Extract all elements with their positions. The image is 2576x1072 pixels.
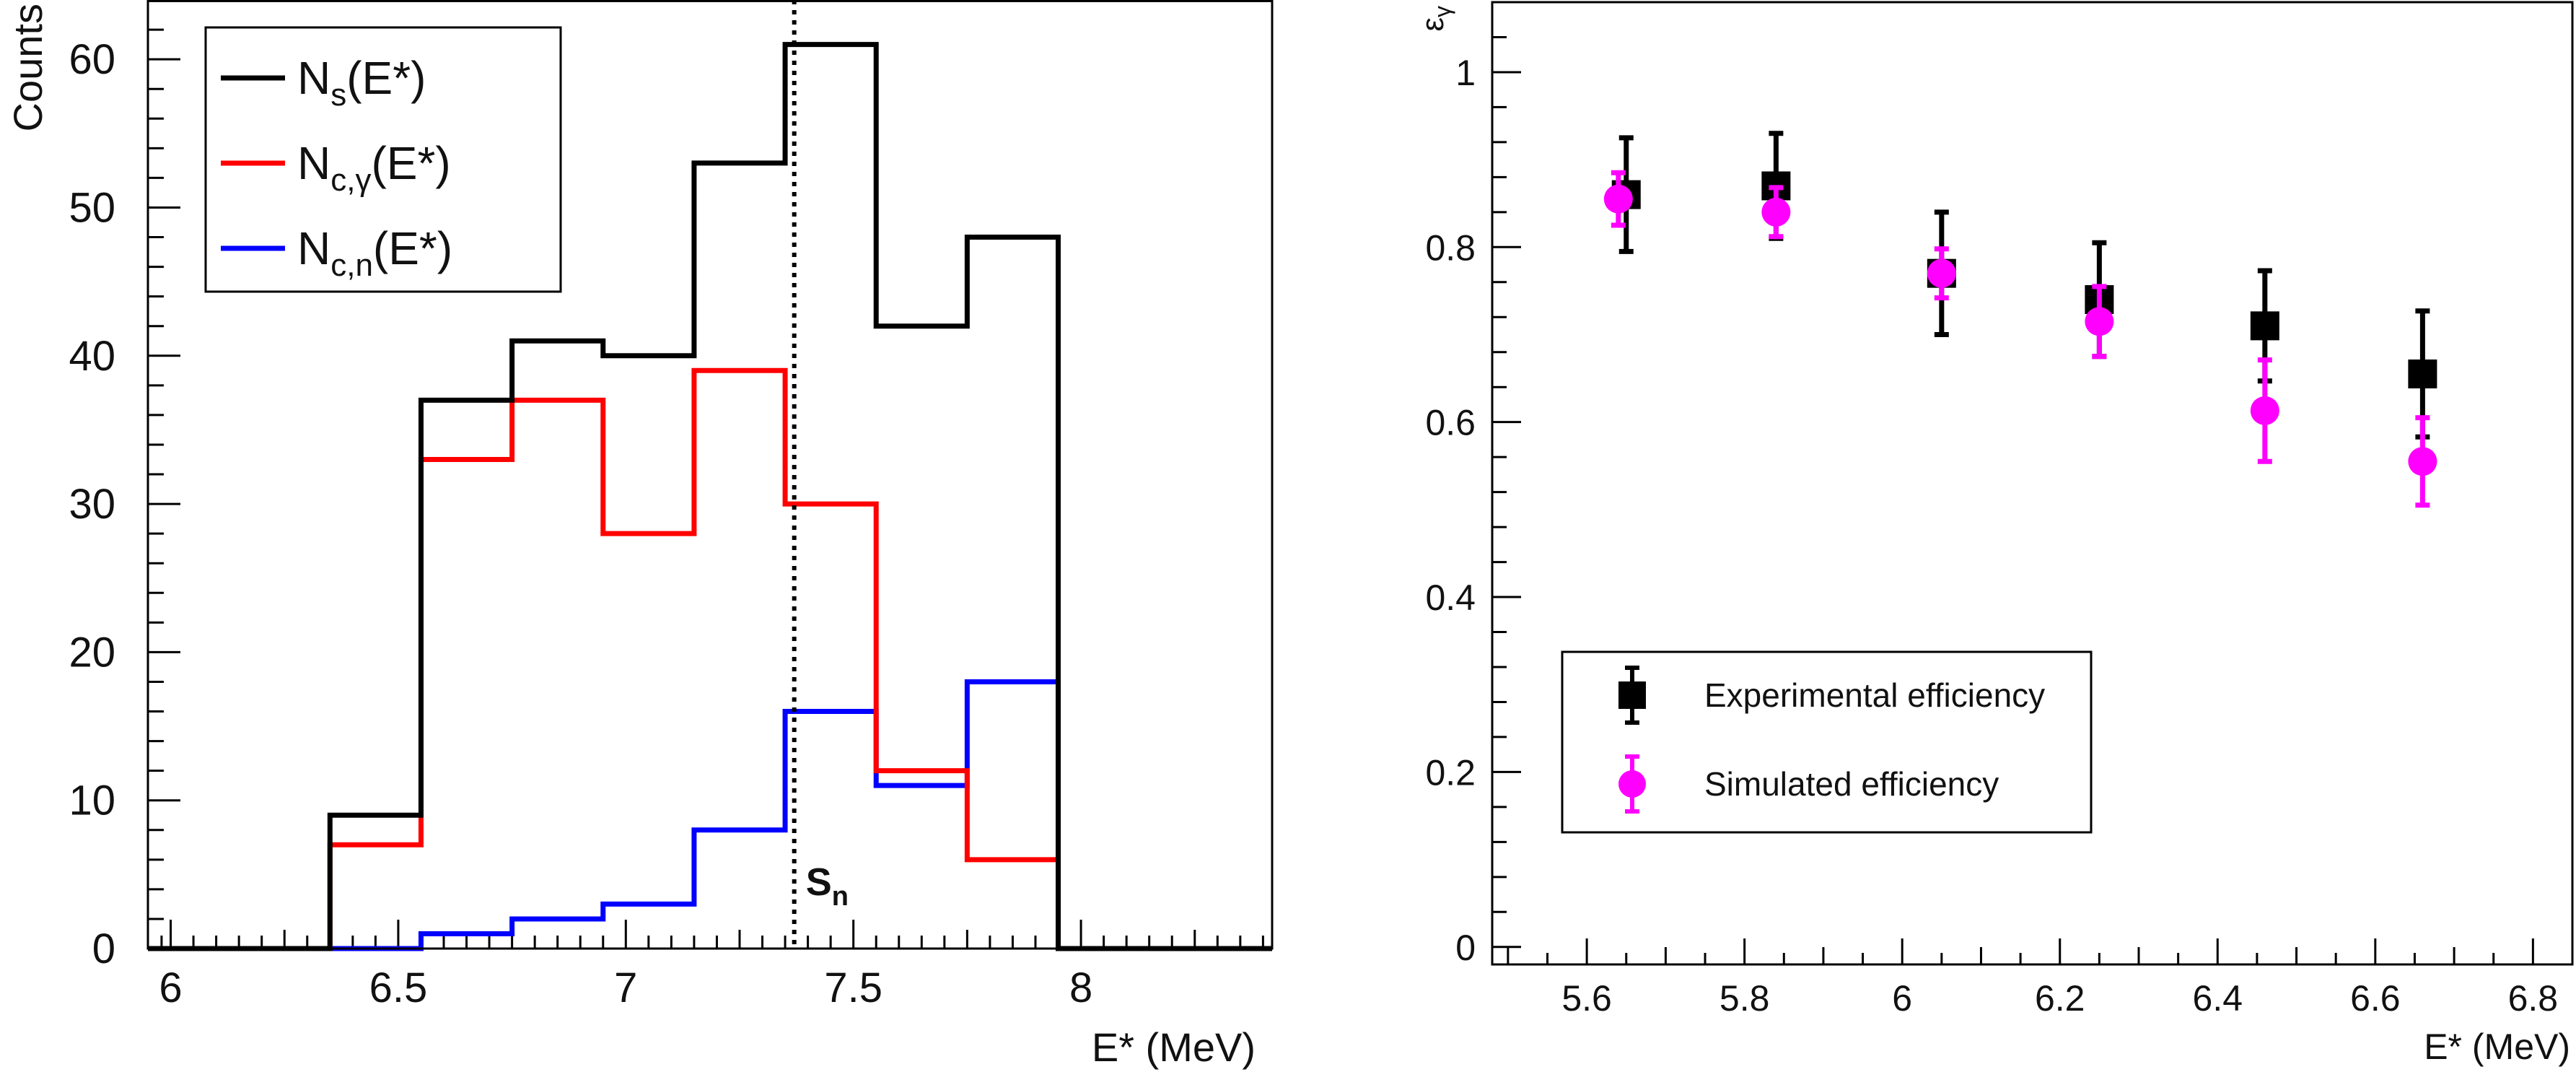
sn-label-main: S (806, 860, 832, 904)
right-x-axis-label: E* (MeV) (2424, 1027, 2570, 1067)
x-tick-label: 5.8 (1719, 978, 1770, 1019)
y-tick-label: 0.4 (1425, 578, 1476, 618)
left-plot-frame (146, 0, 1274, 950)
data-point-circle (2085, 307, 2114, 336)
y-tick-label: 0.2 (1425, 752, 1476, 793)
y-tick-label: 50 (69, 184, 115, 231)
x-tick-label: 7 (614, 964, 637, 1011)
data-point-circle (1761, 197, 1791, 227)
y-tick-label: 0.6 (1425, 403, 1476, 443)
x-tick-label: 6.5 (369, 964, 428, 1011)
sn-label: Sn (806, 860, 849, 912)
right-tick-labels: 5.6 5.8 6 6.2 6.4 6.6 6.8 0 0.2 0.4 0.6 0.8 1 (1425, 53, 2558, 1019)
data-point-circle (1603, 184, 1633, 214)
histogram-series (148, 42, 1272, 951)
left-x-axis-label: E* (MeV) (1092, 1024, 1256, 1070)
x-tick-label: 6.2 (2035, 978, 2085, 1019)
legend-label-sub: c,γ (330, 162, 371, 198)
y-tick-label: 1 (1455, 53, 1476, 93)
legend-label-main: N (297, 52, 330, 104)
legend-label: Nc,n(E*) (297, 222, 452, 283)
right-y-axis-label: εγ (1415, 6, 1455, 32)
x-tick-label: 7.5 (824, 964, 882, 1011)
histogram-panel: 6 6.5 7 7.5 8 0 10 20 30 40 50 60 Sn E* (MeV) Count… (5, 0, 1274, 1070)
y-tick-label: 40 (69, 333, 115, 380)
x-tick-label: 6.6 (2350, 978, 2401, 1019)
right-y-axis-label-main: ε (1415, 17, 1450, 32)
x-tick-label: 6.8 (2508, 978, 2559, 1019)
x-tick-label: 6 (1892, 978, 1912, 1019)
legend-label-sub: s (330, 77, 346, 113)
legend-label: Experimental efficiency (1704, 676, 2045, 714)
legend-marker-square (1618, 681, 1646, 709)
y-tick-label: 10 (69, 777, 115, 824)
legend-label-tail: (E*) (373, 222, 452, 274)
efficiency-series (1603, 131, 2437, 508)
left-tick-labels: 6 6.5 7 7.5 8 0 10 20 30 40 50 60 (69, 36, 1092, 1011)
y-tick-label: 60 (69, 36, 115, 83)
legend-label: Simulated efficiency (1704, 765, 1999, 803)
legend-marker-circle (1618, 770, 1646, 798)
y-tick-label: 20 (69, 629, 115, 676)
right-plot-frame (1491, 1, 2574, 966)
legend-label-sub: c,n (330, 248, 373, 283)
legend-label-tail: (E*) (371, 137, 450, 189)
y-tick-label: 0 (92, 925, 115, 972)
x-tick-label: 8 (1069, 964, 1092, 1011)
data-point-square (2408, 359, 2437, 389)
legend-label: Nc,γ(E*) (297, 137, 451, 198)
y-tick-label: 0.8 (1425, 227, 1476, 268)
right-y-axis-label-sub: γ (1429, 6, 1455, 17)
data-point-circle (2408, 447, 2437, 476)
legend-label: Ns(E*) (297, 52, 426, 113)
x-tick-label: 6 (159, 964, 182, 1011)
histogram-line-0 (148, 42, 1272, 951)
legend-label-tail: (E*) (346, 52, 426, 104)
legend-label-main: N (297, 137, 330, 189)
data-point-square (2250, 311, 2279, 341)
data-point-circle (2250, 396, 2279, 425)
histogram-line-2 (148, 679, 1272, 951)
y-tick-label: 30 (69, 481, 115, 528)
right-axis-ticks (1492, 35, 2574, 964)
x-tick-label: 5.6 (1561, 978, 1612, 1019)
y-tick-label: 0 (1455, 928, 1476, 968)
sn-label-sub: n (832, 881, 849, 912)
efficiency-legend: Experimental efficiency Simulated efficie… (1561, 650, 2093, 834)
histogram-line-1 (148, 367, 1272, 951)
x-tick-label: 6.4 (2193, 978, 2243, 1019)
left-y-axis-label: Counts (5, 4, 51, 131)
efficiency-legend-box (1561, 650, 2093, 834)
data-point-circle (1927, 258, 1956, 288)
histogram-legend: Ns(E*)Nc,γ(E*)Nc,n(E*) (204, 26, 562, 293)
legend-label-main: N (297, 222, 330, 274)
efficiency-panel: 5.6 5.8 6 6.2 6.4 6.6 6.8 0 0.2 0.4 0.6 0.8 1 E* (Me… (1415, 1, 2574, 1067)
